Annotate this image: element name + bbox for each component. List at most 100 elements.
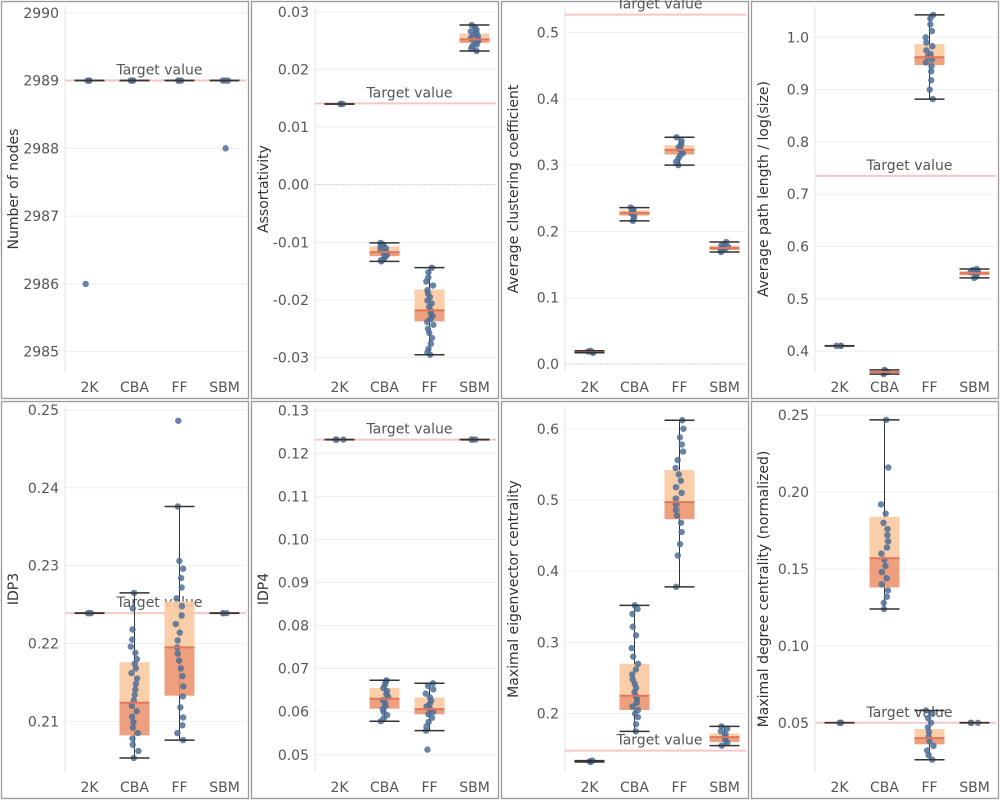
x-tick-label: FF xyxy=(671,380,687,396)
x-tick-label: SBM xyxy=(959,780,990,796)
data-point xyxy=(922,59,930,66)
x-tick-label: CBA xyxy=(870,780,899,796)
data-point xyxy=(878,581,885,588)
data-point xyxy=(923,747,931,754)
x-tick-label: 2K xyxy=(580,780,599,796)
y-tick-label: 0.09 xyxy=(278,576,309,592)
data-point xyxy=(424,682,432,690)
y-tick-label: 0.4 xyxy=(537,564,559,580)
data-point xyxy=(882,510,889,517)
x-tick-label: SBM xyxy=(459,780,490,796)
box-sbm xyxy=(709,723,740,749)
data-point xyxy=(128,669,135,677)
data-point xyxy=(179,693,187,700)
data-point xyxy=(176,629,183,636)
box-2k xyxy=(74,77,105,288)
data-point xyxy=(179,673,186,680)
x-tick-label: CBA xyxy=(120,380,149,396)
panel-2: -0.03 -0.02 -0.01 0.00 0.01 0.02 0.03 Assortati… xyxy=(250,0,500,400)
y-tick-label: 0.3 xyxy=(537,635,559,651)
data-point xyxy=(632,632,640,639)
panel-frame xyxy=(750,0,1000,400)
data-point xyxy=(717,728,725,735)
data-point xyxy=(467,28,474,35)
data-point xyxy=(423,318,431,326)
box-2k xyxy=(574,757,605,766)
box-2k xyxy=(574,347,605,356)
data-point xyxy=(927,50,934,58)
data-point xyxy=(129,636,136,643)
y-tick-label: 2985 xyxy=(23,345,59,361)
box-ff xyxy=(414,680,445,753)
data-point xyxy=(634,706,642,714)
data-point xyxy=(177,665,185,672)
data-point xyxy=(928,27,936,35)
box-sbm xyxy=(209,77,240,152)
data-point xyxy=(129,735,136,742)
data-point xyxy=(678,441,686,448)
data-point xyxy=(673,512,681,519)
data-point xyxy=(82,280,89,288)
y-tick-label: 0.12 xyxy=(278,446,309,462)
panel-6: 0.05 0.06 0.07 0.08 0.09 0.10 0.11 0.12 0.13 IDP4… xyxy=(250,400,500,800)
data-point xyxy=(127,643,135,650)
data-point xyxy=(672,506,679,514)
data-point xyxy=(179,714,187,721)
y-tick-label: 0.08 xyxy=(278,619,309,635)
x-tick-label: FF xyxy=(421,780,437,796)
data-point xyxy=(430,686,437,693)
data-point xyxy=(922,34,929,41)
box-cba xyxy=(869,366,900,378)
data-point xyxy=(179,722,186,729)
data-point xyxy=(424,746,431,753)
box-sbm xyxy=(959,265,990,282)
y-tick-label: 2987 xyxy=(23,209,59,225)
box-sbm xyxy=(459,21,490,55)
y-tick-label: 0.5 xyxy=(537,26,559,42)
box-2k xyxy=(324,100,355,108)
data-point xyxy=(629,703,636,710)
data-point xyxy=(672,464,679,472)
data-point xyxy=(174,637,181,644)
data-point xyxy=(676,540,684,548)
data-point xyxy=(179,565,187,572)
box-sbm xyxy=(459,436,490,443)
target-label: Target value xyxy=(865,705,952,721)
y-tick-label: 1.0 xyxy=(787,30,809,46)
data-point xyxy=(132,680,140,688)
data-point xyxy=(180,683,187,690)
data-point xyxy=(178,584,185,591)
data-point xyxy=(178,612,185,619)
data-point xyxy=(883,575,890,582)
data-point xyxy=(675,471,682,478)
data-point xyxy=(630,653,637,660)
data-point xyxy=(173,595,180,602)
box-2k xyxy=(74,609,105,617)
data-point xyxy=(929,43,936,50)
y-tick-label: -0.01 xyxy=(273,235,309,251)
data-point xyxy=(926,86,933,93)
y-tick-label: 0.0 xyxy=(537,357,559,373)
data-point xyxy=(131,691,138,699)
y-tick-label: 0.2 xyxy=(537,224,559,240)
data-point xyxy=(129,605,136,612)
box-cba xyxy=(369,239,400,265)
data-point xyxy=(128,702,136,710)
data-point xyxy=(177,704,184,711)
y-axis-label: IDP3 xyxy=(6,573,22,605)
box-ff xyxy=(414,264,445,358)
data-point xyxy=(172,620,179,628)
data-point xyxy=(880,519,887,527)
data-point xyxy=(178,602,186,610)
data-point xyxy=(877,501,885,508)
data-point xyxy=(878,550,885,557)
target-label: Target value xyxy=(615,0,702,13)
box-ff xyxy=(664,134,695,169)
data-point xyxy=(426,329,433,337)
x-tick-label: SBM xyxy=(709,780,740,796)
x-tick-label: FF xyxy=(171,780,187,796)
data-point xyxy=(883,544,891,551)
y-tick-label: 0.21 xyxy=(28,714,59,730)
data-point xyxy=(884,587,892,594)
